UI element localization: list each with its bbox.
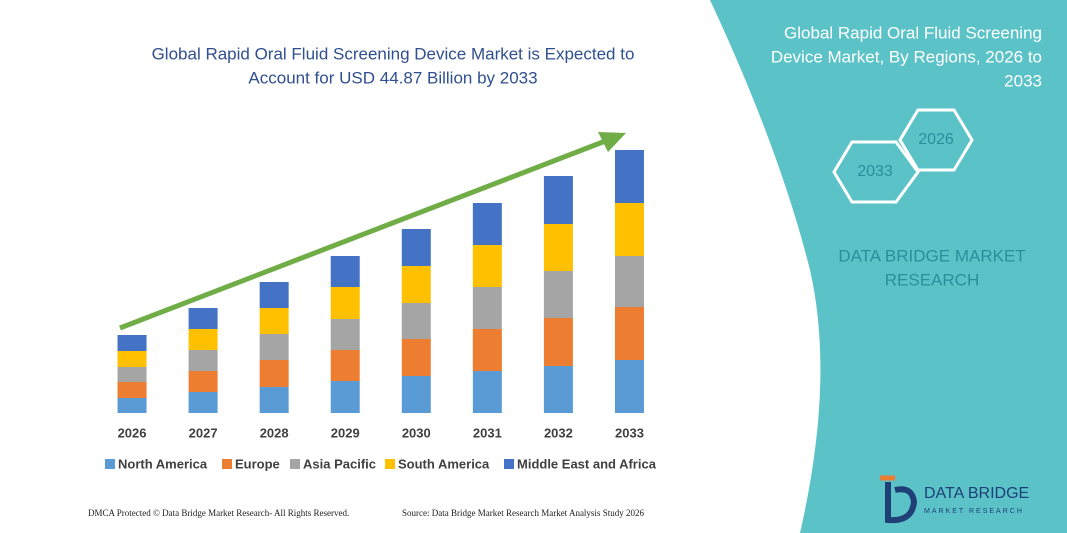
panel-title: Device Market, By Regions, 2026 to bbox=[771, 47, 1042, 66]
bar-segment bbox=[330, 256, 360, 287]
logo: DATA BRIDGE MARKET RESEARCH bbox=[880, 475, 1029, 524]
x-tick-label: 2033 bbox=[615, 425, 644, 440]
bar-segment bbox=[472, 329, 502, 371]
bar-segment bbox=[472, 203, 502, 245]
brand-text: DATA BRIDGE MARKET bbox=[838, 246, 1025, 265]
bar-segment bbox=[401, 339, 431, 376]
bar-segment bbox=[259, 360, 289, 387]
bar-segment bbox=[614, 307, 644, 360]
bar-segment bbox=[401, 376, 431, 413]
bar-segment bbox=[543, 224, 573, 271]
arrow-head bbox=[598, 132, 626, 152]
footer-text: Source: Data Bridge Market Research Mark… bbox=[402, 508, 644, 518]
x-tick-label: 2029 bbox=[331, 425, 360, 440]
hexagon bbox=[898, 108, 974, 172]
bar-segment bbox=[401, 303, 431, 339]
bar-segment bbox=[188, 350, 218, 371]
bar-segment bbox=[188, 329, 218, 350]
trend-arrow bbox=[119, 132, 626, 331]
panel-title: Global Rapid Oral Fluid Screening bbox=[784, 23, 1042, 42]
bar-segment bbox=[614, 203, 644, 256]
plot: 2026 2027 2028 2029 2030 2031 2032 2033 North Am… bbox=[105, 150, 657, 471]
bar-segment bbox=[543, 271, 573, 318]
bar-segment bbox=[259, 282, 289, 308]
arrow-line bbox=[119, 137, 609, 331]
bar-segment bbox=[188, 308, 218, 329]
legend-swatch bbox=[290, 459, 300, 469]
bar-segment bbox=[543, 366, 573, 413]
bar-segment bbox=[401, 229, 431, 266]
hexagon-label: 2033 bbox=[857, 163, 893, 180]
bar-segment bbox=[188, 392, 218, 413]
bar-segment bbox=[330, 319, 360, 350]
legend-label: Europe bbox=[235, 456, 280, 471]
hexagon-label: 2026 bbox=[918, 131, 954, 148]
legend-swatch bbox=[504, 459, 514, 469]
chart-title: Account for USD 44.87 Billion by 2033 bbox=[248, 68, 537, 87]
legend-label: South America bbox=[398, 456, 490, 471]
legend-label: Asia Pacific bbox=[303, 456, 376, 471]
bar-segment bbox=[543, 176, 573, 224]
brand-text: RESEARCH bbox=[885, 270, 979, 289]
bar-segment bbox=[117, 335, 147, 351]
bar-segment bbox=[614, 256, 644, 307]
bar-segment bbox=[401, 266, 431, 303]
side-panel bbox=[710, 0, 1067, 533]
logo-mark bbox=[885, 482, 918, 524]
bar-segment bbox=[259, 308, 289, 334]
logo-text: DATA BRIDGE bbox=[924, 485, 1029, 502]
bar-segment bbox=[472, 287, 502, 329]
bar-segment bbox=[330, 381, 360, 413]
logo-text: MARKET RESEARCH bbox=[924, 508, 1024, 515]
legend-swatch bbox=[222, 459, 232, 469]
footer-text: DMCA Protected © Data Bridge Market Rese… bbox=[88, 508, 349, 518]
bar-segment bbox=[614, 360, 644, 413]
legend-label: Middle East and Africa bbox=[517, 456, 657, 471]
x-tick-label: 2030 bbox=[402, 425, 431, 440]
bar-segment bbox=[259, 334, 289, 360]
x-tick-label: 2031 bbox=[473, 425, 502, 440]
x-tick-label: 2032 bbox=[544, 425, 573, 440]
hexagon bbox=[832, 140, 920, 204]
bar-segment bbox=[543, 318, 573, 366]
legend-swatch bbox=[105, 459, 115, 469]
bar-segment bbox=[117, 382, 147, 398]
bar-segment bbox=[472, 371, 502, 413]
x-tick-label: 2027 bbox=[189, 425, 218, 440]
bar-segment bbox=[330, 287, 360, 319]
panel-title: 2033 bbox=[1004, 71, 1042, 90]
bar-segment bbox=[188, 371, 218, 392]
bar-segment bbox=[472, 245, 502, 287]
x-tick-label: 2026 bbox=[118, 425, 147, 440]
bar-segment bbox=[117, 367, 147, 382]
legend-label: North America bbox=[118, 456, 208, 471]
bar-segment bbox=[614, 150, 644, 203]
bar-segment bbox=[259, 387, 289, 413]
legend-swatch bbox=[385, 459, 395, 469]
bar-segment bbox=[330, 350, 360, 381]
bar-segment bbox=[117, 351, 147, 367]
chart-title: Global Rapid Oral Fluid Screening Device… bbox=[152, 44, 635, 63]
x-tick-label: 2028 bbox=[260, 425, 289, 440]
bar-segment bbox=[117, 398, 147, 413]
